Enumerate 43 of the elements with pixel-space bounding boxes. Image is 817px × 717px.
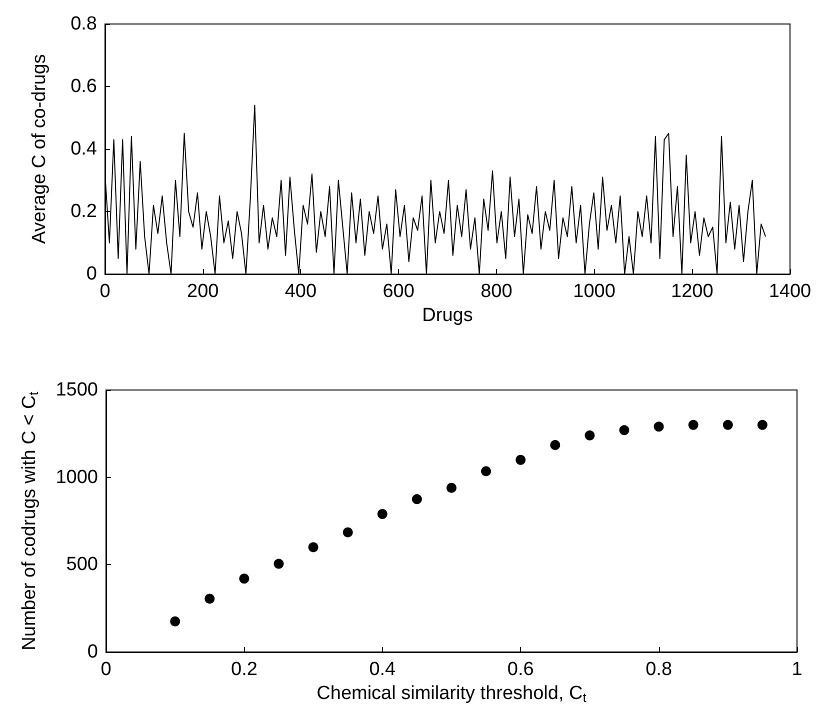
- point: [688, 420, 698, 430]
- y-axis-title: Number of codrugs with C < Ct: [19, 391, 41, 650]
- x-tick-label: 1400: [768, 281, 812, 302]
- point: [342, 527, 353, 538]
- y-tick-label: 500: [66, 554, 98, 576]
- y-tick-label: 1000: [56, 466, 98, 488]
- point: [446, 482, 456, 493]
- point: [239, 574, 250, 584]
- point: [412, 494, 422, 504]
- point: [516, 454, 526, 465]
- x-tick-label: 200: [187, 281, 219, 302]
- point: [654, 422, 664, 432]
- y-tick-label: 1500: [56, 380, 98, 400]
- point: [274, 558, 284, 569]
- x-tick-label: 0.4: [369, 659, 396, 680]
- x-tick-label: 600: [382, 281, 414, 302]
- y-tick-label: 0: [87, 642, 98, 662]
- x-tick-label: 400: [284, 281, 317, 302]
- point: [550, 440, 560, 450]
- point: [757, 420, 768, 430]
- point: [619, 425, 630, 436]
- point: [204, 594, 215, 604]
- y-tick-label: 0.4: [70, 138, 98, 160]
- point: [308, 542, 318, 552]
- x-tick-label: 1: [792, 659, 802, 680]
- x-tick-label: 0.2: [230, 659, 258, 680]
- point: [722, 420, 733, 430]
- point: [377, 509, 388, 520]
- x-tick-label: 0.8: [646, 659, 672, 680]
- x-tick-label: 0.6: [507, 659, 534, 680]
- point: [481, 466, 492, 476]
- x-tick-label: 0: [100, 659, 112, 680]
- y-axis-title: Average C of co-drugs: [29, 54, 50, 244]
- y-tick-label: 0.2: [70, 201, 97, 222]
- y-tick-label: 0.6: [70, 76, 97, 98]
- point: [170, 616, 180, 626]
- x-tick-label: 800: [480, 281, 512, 302]
- x-tick-label: 1000: [573, 281, 616, 302]
- point: [584, 430, 595, 440]
- x-tick-label: 1200: [671, 281, 714, 302]
- x-axis-title: Drugs: [422, 305, 473, 326]
- y-tick-label: 0: [86, 264, 97, 285]
- y-tick-label: 0.8: [70, 14, 97, 34]
